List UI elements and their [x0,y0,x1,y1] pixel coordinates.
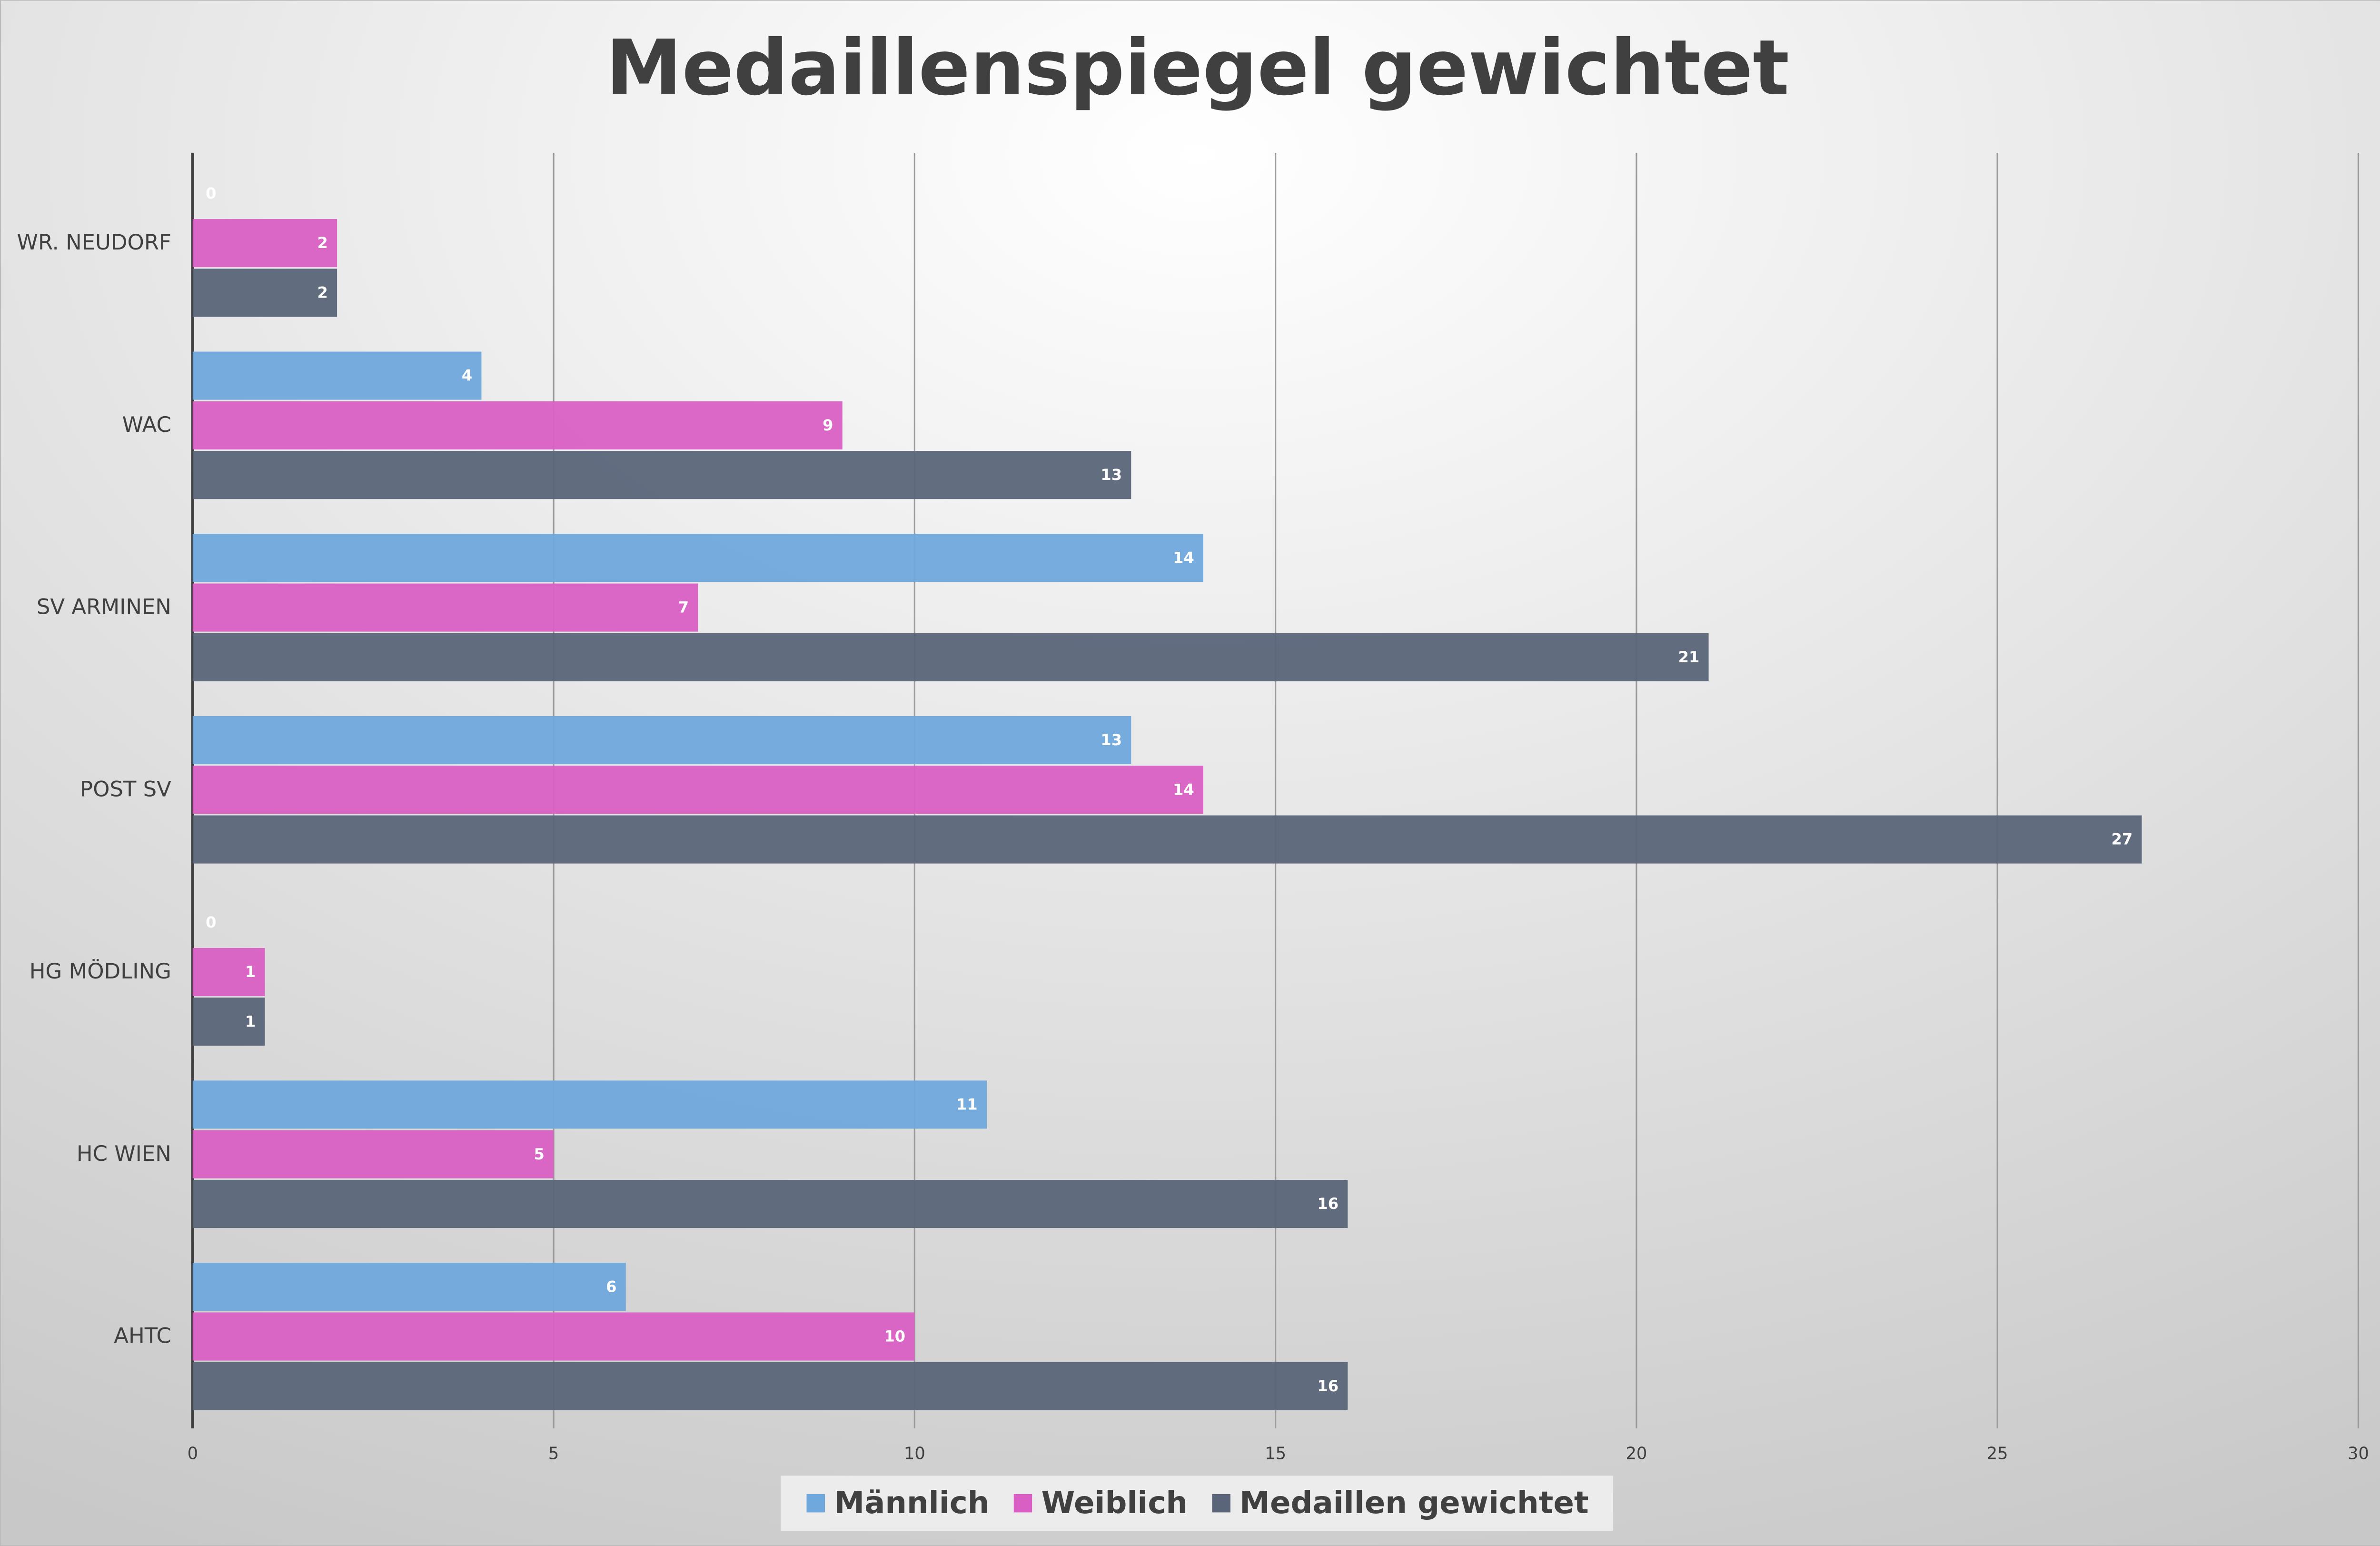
bar [192,633,1709,681]
bar [192,997,265,1046]
data-label: 5 [534,1145,545,1163]
data-label: 0 [206,184,216,202]
bar [192,1179,1348,1228]
data-label: 6 [606,1277,616,1296]
data-label: 0 [206,913,216,931]
data-label: 16 [1317,1377,1339,1395]
data-label: 21 [1678,648,1700,666]
y-tick-label: WR. NEUDORF [17,229,171,255]
y-tick-label: SV ARMINEN [37,594,171,619]
legend-label: Männlich [834,1485,989,1521]
legend-swatch [1013,1494,1032,1513]
bar [192,1130,554,1178]
bar [192,534,1203,582]
bar [192,948,265,997]
bar [192,351,482,400]
y-tick-label: HC WIEN [77,1141,171,1166]
bar [192,1362,1348,1410]
x-tick-label: 15 [1265,1444,1286,1463]
legend-box [781,1476,1613,1531]
x-tick-label: 0 [188,1444,198,1463]
legend-swatch [1212,1494,1230,1513]
y-tick-label: POST SV [80,776,171,801]
bar [192,269,337,317]
legend-label: Medaillen gewichtet [1240,1485,1588,1521]
data-label: 13 [1101,466,1122,484]
bar [192,766,1203,814]
bar [192,1312,915,1361]
data-label: 4 [462,367,472,385]
bar [192,451,1131,499]
bar [192,716,1131,765]
data-label: 16 [1317,1195,1339,1213]
x-tick-label: 30 [2348,1444,2369,1463]
bar [192,583,698,632]
x-tick-label: 25 [1987,1444,2008,1463]
legend-label: Weiblich [1041,1485,1188,1521]
y-tick-label: WAC [122,412,171,437]
data-label: 13 [1101,731,1122,749]
data-label: 14 [1173,780,1194,798]
data-label: 1 [245,963,256,981]
data-label: 11 [956,1096,978,1114]
data-label: 2 [317,234,328,252]
bar [192,815,2142,864]
x-tick-label: 5 [548,1444,559,1463]
legend-swatch [806,1494,825,1513]
bar [192,219,337,268]
bar [192,401,843,449]
data-label: 1 [245,1012,256,1030]
data-label: 2 [317,283,328,301]
bar [192,1080,987,1129]
y-tick-label: AHTC [114,1323,171,1348]
x-tick-label: 20 [1626,1444,1647,1463]
data-label: 14 [1173,549,1194,567]
y-tick-label: HG MÖDLING [30,958,171,984]
data-label: 7 [678,598,689,617]
bar [192,1263,626,1311]
chart-title: Medaillenspiegel gewichtet [606,23,1789,112]
data-label: 27 [2112,830,2133,848]
data-label: 9 [823,416,833,434]
x-tick-label: 10 [904,1444,925,1463]
data-label: 10 [884,1327,905,1346]
